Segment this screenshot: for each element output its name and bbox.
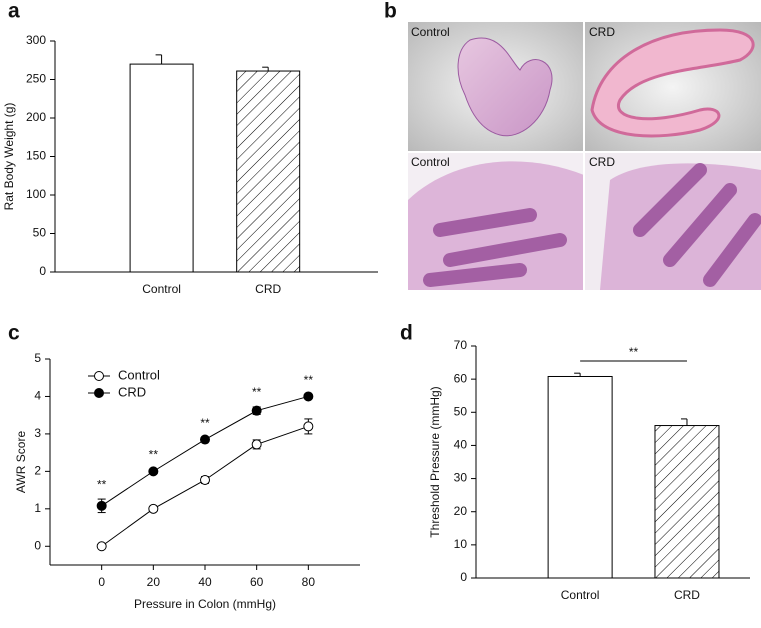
legend-marker <box>94 371 104 381</box>
y-tick-label: 0 <box>39 264 46 278</box>
y-tick-label: 0 <box>34 538 41 552</box>
y-tick-label: 50 <box>454 404 468 418</box>
histology-images: Control CRD Control CRD <box>408 22 761 290</box>
marker <box>200 434 210 445</box>
marker <box>251 439 262 450</box>
panel-letter: d <box>400 322 413 345</box>
bar <box>236 70 301 273</box>
y-tick-label: 70 <box>454 338 468 352</box>
marker <box>96 500 107 511</box>
marker <box>148 503 159 514</box>
marker <box>303 421 314 432</box>
y-tick-label: 50 <box>33 226 47 240</box>
x-tick-label: 20 <box>147 575 161 589</box>
x-axis-label: Pressure in Colon (mmHg) <box>134 597 276 611</box>
significance-label: ** <box>149 448 159 462</box>
bar <box>129 63 194 273</box>
legend-marker <box>94 388 104 398</box>
y-tick-label: 60 <box>454 371 468 385</box>
significance-label: ** <box>304 373 314 387</box>
y-tick-label: 3 <box>34 426 41 440</box>
panel-letter: a <box>8 0 20 23</box>
y-tick-label: 5 <box>34 351 41 365</box>
panel-letter: b <box>384 0 397 23</box>
x-tick-label: CRD <box>674 588 700 602</box>
x-tick-label: 0 <box>98 575 105 589</box>
legend-label: Control <box>118 367 160 382</box>
y-tick-label: 2 <box>34 464 41 478</box>
bar <box>547 375 613 579</box>
marker <box>251 405 262 416</box>
x-tick-label: Control <box>561 588 600 602</box>
x-tick-label: 40 <box>198 575 212 589</box>
bar <box>654 425 720 579</box>
y-tick-label: 0 <box>460 570 467 584</box>
significance-label: ** <box>200 416 210 430</box>
y-axis-label: Threshold Pressure (mmHg) <box>428 386 442 537</box>
x-tick-label: 60 <box>250 575 264 589</box>
x-tick-label: Control <box>142 282 181 296</box>
y-tick-label: 300 <box>26 33 46 47</box>
image-label: CRD <box>589 25 615 39</box>
image-label: CRD <box>589 155 615 169</box>
y-tick-label: 250 <box>26 72 46 86</box>
y-tick-label: 20 <box>454 504 468 518</box>
y-tick-label: 30 <box>454 471 468 485</box>
y-axis-label: AWR Score <box>14 431 28 494</box>
image-label: Control <box>411 155 450 169</box>
y-tick-label: 10 <box>454 537 468 551</box>
x-tick-label: CRD <box>255 282 281 296</box>
panel-letter: c <box>8 322 20 345</box>
significance-label: ** <box>97 477 107 491</box>
image-label: Control <box>411 25 450 39</box>
significance-label: ** <box>629 345 639 359</box>
y-tick-label: 40 <box>454 438 468 452</box>
line <box>101 395 309 507</box>
y-tick-label: 1 <box>34 501 41 515</box>
y-tick-label: 150 <box>26 149 46 163</box>
marker <box>148 466 159 477</box>
y-tick-label: 200 <box>26 110 46 124</box>
legend-label: CRD <box>118 384 146 399</box>
y-tick-label: 4 <box>34 389 41 403</box>
x-tick-label: 80 <box>302 575 316 589</box>
significance-label: ** <box>252 385 262 399</box>
marker <box>96 541 107 552</box>
marker <box>200 474 210 485</box>
y-tick-label: 100 <box>26 187 46 201</box>
marker <box>303 391 314 402</box>
y-axis-label: Rat Body Weight (g) <box>2 103 16 211</box>
